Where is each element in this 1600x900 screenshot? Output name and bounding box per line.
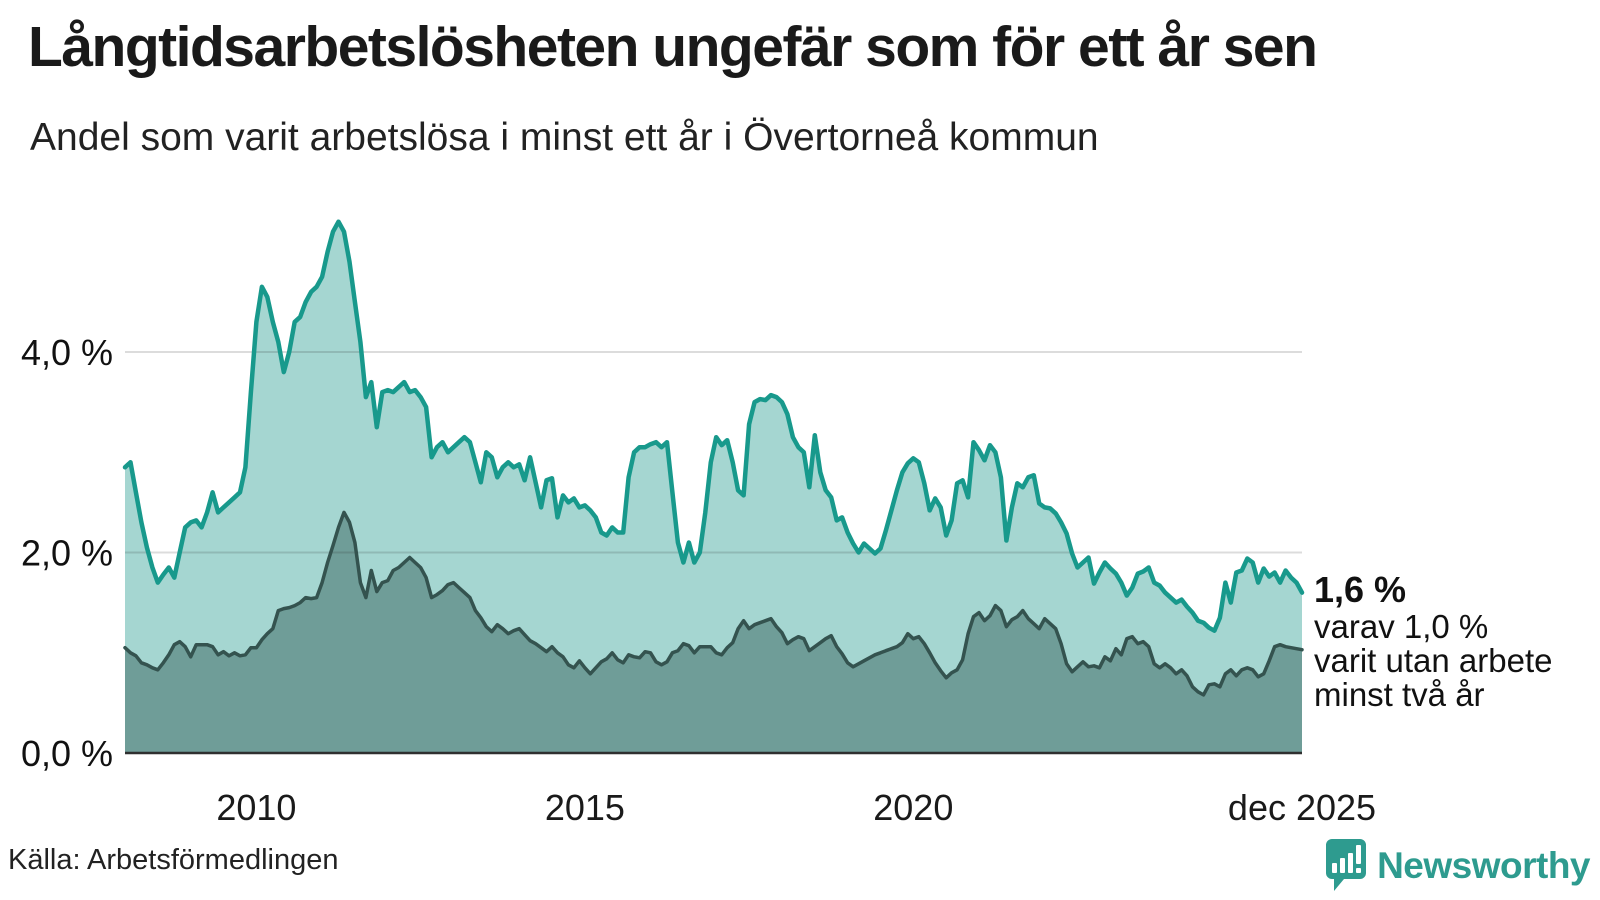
- latest-value-share-one-year: 1,6 %: [1314, 569, 1407, 610]
- y-tick-label: 0,0 %: [21, 733, 113, 774]
- chart-container: 0,0 % 2,0 % 4,0 % 2010 2015 2020 dec 2025: [21, 219, 1376, 828]
- x-axis-labels: 2010 2015 2020 dec 2025: [216, 787, 1376, 828]
- y-tick-label: 2,0 %: [21, 533, 113, 574]
- y-axis-labels: 0,0 % 2,0 % 4,0 %: [21, 332, 113, 774]
- page-subtitle: Andel som varit arbetslösa i minst ett å…: [30, 116, 1099, 159]
- annotation-detail-line: varit utan arbete: [1314, 642, 1553, 679]
- area-series-1: [125, 512, 1302, 753]
- newsworthy-speech-bubble-bar-chart-icon: [1326, 839, 1367, 891]
- chart-lines: [122, 219, 1305, 697]
- x-tick-label: 2020: [873, 787, 953, 828]
- x-tick-label: dec 2025: [1228, 787, 1376, 828]
- y-tick-label: 4,0 %: [21, 332, 113, 373]
- line-series-1: [123, 510, 1304, 697]
- x-tick-label: 2010: [216, 787, 296, 828]
- unemployment-area-chart: 0,0 % 2,0 % 4,0 % 2010 2015 2020 dec 2025: [21, 219, 1376, 828]
- newsworthy-wordmark: Newsworthy: [1377, 845, 1590, 886]
- source-label: Källa: Arbetsförmedlingen: [8, 844, 339, 876]
- annotation-detail-line: varav 1,0 %: [1314, 608, 1489, 645]
- chart-gridlines: [125, 351, 1302, 554]
- line-series-0: [122, 219, 1305, 633]
- chart-areas: [125, 221, 1302, 753]
- newsworthy-brand: Newsworthy: [1324, 836, 1590, 896]
- page-title: Långtidsarbetslösheten ungefär som för e…: [28, 15, 1318, 79]
- x-tick-label: 2015: [545, 787, 625, 828]
- annotation-detail-line: minst två år: [1314, 676, 1485, 713]
- latest-value-annotation: 1,6 % varav 1,0 % varit utan arbete mins…: [1314, 570, 1584, 712]
